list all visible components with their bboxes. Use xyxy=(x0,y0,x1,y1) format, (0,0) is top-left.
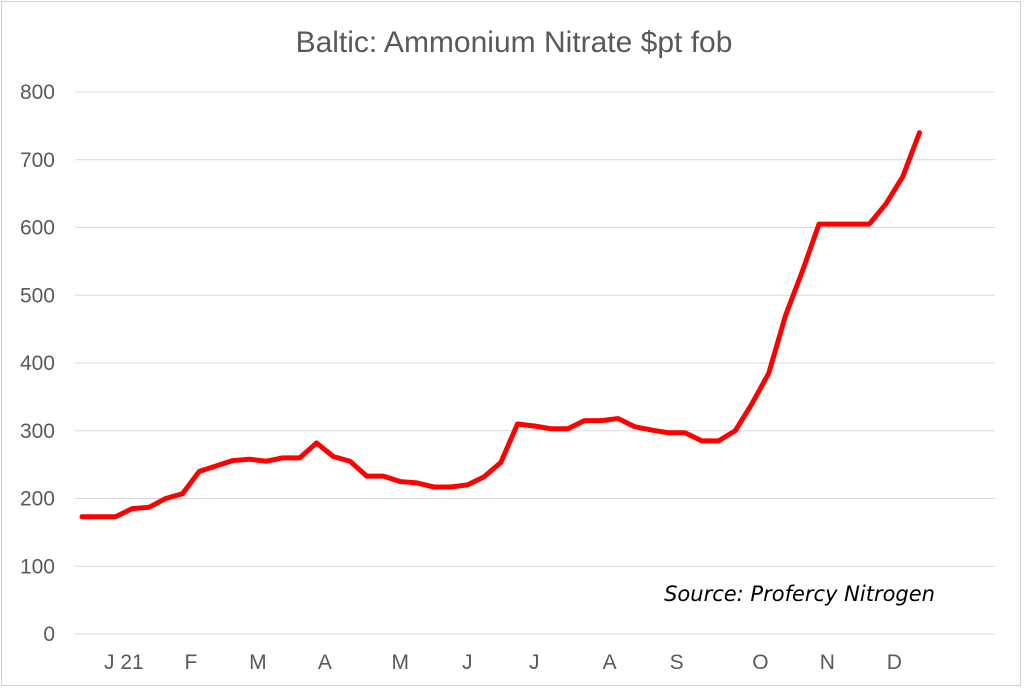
data-point xyxy=(565,426,570,431)
data-point xyxy=(130,506,135,511)
data-point xyxy=(314,440,319,445)
data-point xyxy=(616,416,621,421)
data-point xyxy=(482,474,487,479)
y-axis-ticks: 0 100 200 300 400 500 600 700 800 xyxy=(20,81,55,646)
data-point xyxy=(230,458,235,463)
data-point xyxy=(348,459,353,464)
y-tick-label: 0 xyxy=(43,623,55,646)
data-point xyxy=(297,455,302,460)
data-point xyxy=(649,428,654,433)
data-point xyxy=(113,514,118,519)
y-tick-label: 300 xyxy=(20,420,55,443)
data-point xyxy=(783,313,788,318)
data-point xyxy=(364,474,369,479)
series-line-0 xyxy=(79,130,922,520)
x-tick-label: J xyxy=(529,651,540,674)
y-tick-label: 100 xyxy=(20,555,55,578)
data-point xyxy=(599,418,604,423)
x-tick-label: O xyxy=(752,651,768,674)
data-point xyxy=(733,428,738,433)
y-tick-label: 200 xyxy=(20,488,55,511)
data-point xyxy=(917,130,922,135)
data-point xyxy=(766,371,771,376)
y-tick-label: 500 xyxy=(20,284,55,307)
y-tick-label: 700 xyxy=(20,149,55,172)
data-point xyxy=(817,222,822,227)
data-point xyxy=(381,474,386,479)
data-point xyxy=(532,424,537,429)
x-axis-ticks: J 21 F M A M J J A S O N D xyxy=(104,651,902,674)
data-point xyxy=(264,459,269,464)
data-point xyxy=(398,479,403,484)
data-point xyxy=(900,174,905,179)
data-point xyxy=(666,430,671,435)
gridlines xyxy=(75,91,995,635)
data-point xyxy=(498,460,503,465)
data-point xyxy=(515,421,520,426)
data-point xyxy=(465,482,470,487)
data-point xyxy=(549,426,554,431)
data-point xyxy=(582,418,587,423)
x-tick-label: J xyxy=(462,651,473,674)
data-point xyxy=(699,438,704,443)
y-tick-label: 600 xyxy=(20,217,55,240)
data-point xyxy=(884,201,889,206)
x-tick-label: M xyxy=(249,651,267,674)
data-point xyxy=(180,491,185,496)
data-point xyxy=(448,484,453,489)
data-point xyxy=(415,480,420,485)
data-point xyxy=(214,463,219,468)
data-point xyxy=(683,430,688,435)
data-point xyxy=(147,505,152,510)
data-point xyxy=(750,401,755,406)
data-point xyxy=(247,457,252,462)
y-tick-label: 400 xyxy=(20,352,55,375)
data-point xyxy=(163,496,168,501)
data-point xyxy=(850,222,855,227)
x-tick-label: A xyxy=(603,651,617,674)
series-layer xyxy=(79,130,922,520)
data-point xyxy=(331,454,336,459)
data-point xyxy=(867,222,872,227)
x-tick-label: S xyxy=(670,651,684,674)
y-tick-label: 800 xyxy=(20,81,55,104)
chart-title: Baltic: Ammonium Nitrate $pt fob xyxy=(296,26,733,59)
data-point xyxy=(281,455,286,460)
data-point xyxy=(80,514,85,519)
x-tick-label: M xyxy=(392,651,410,674)
x-tick-label: N xyxy=(820,651,835,674)
data-point xyxy=(800,269,805,274)
x-tick-label: J 21 xyxy=(104,651,144,674)
x-tick-label: A xyxy=(318,651,332,674)
data-point xyxy=(716,438,721,443)
x-tick-label: D xyxy=(887,651,902,674)
data-point xyxy=(197,469,202,474)
data-point xyxy=(833,222,838,227)
data-point xyxy=(431,484,436,489)
data-point xyxy=(632,424,637,429)
source-annotation: Source: Profercy Nitrogen xyxy=(664,582,935,606)
x-tick-label: F xyxy=(184,651,197,674)
data-point xyxy=(96,514,101,519)
